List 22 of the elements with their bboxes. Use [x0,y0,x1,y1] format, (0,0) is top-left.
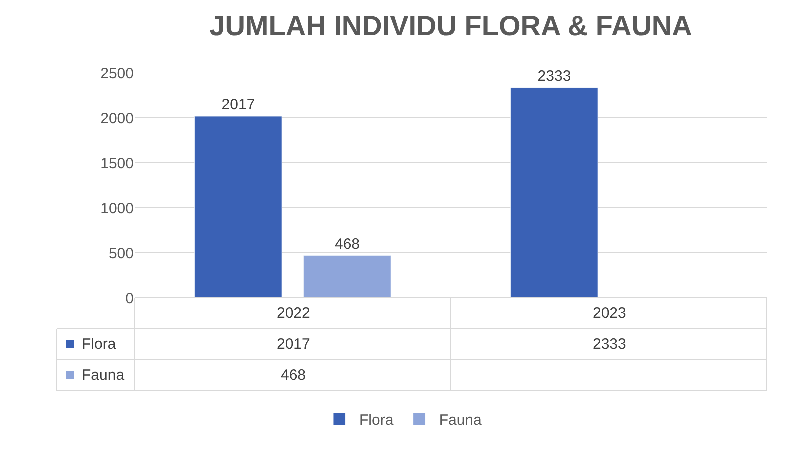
text: 468 [281,367,306,384]
y-tick-label: 500 [108,245,134,262]
bar [510,88,598,298]
data-label: 468 [334,236,360,253]
y-tick-label: 1000 [100,200,134,218]
chart-title: JUMLAH INDIVIDU FLORA & FAUNA [210,10,692,42]
y-tick-label: 2500 [100,65,134,82]
text: Fauna [82,367,125,384]
x-tick-label: 2022 [277,305,310,322]
data-label: 2017 [277,336,310,353]
y-tick-label: 1500 [100,155,134,172]
bar [194,116,282,298]
annotation: 2017 [222,96,256,114]
legend-label: Flora [82,336,117,353]
text: Flora [360,412,394,430]
legend-label: Fauna [439,412,483,430]
data-label: 2333 [593,336,626,353]
bar [304,256,392,298]
annotation: 2333 [538,68,572,86]
x-tick-label: 2023 [593,305,626,322]
y-tick-label: 2000 [100,110,134,128]
y-tick-label: 0 [126,290,134,308]
